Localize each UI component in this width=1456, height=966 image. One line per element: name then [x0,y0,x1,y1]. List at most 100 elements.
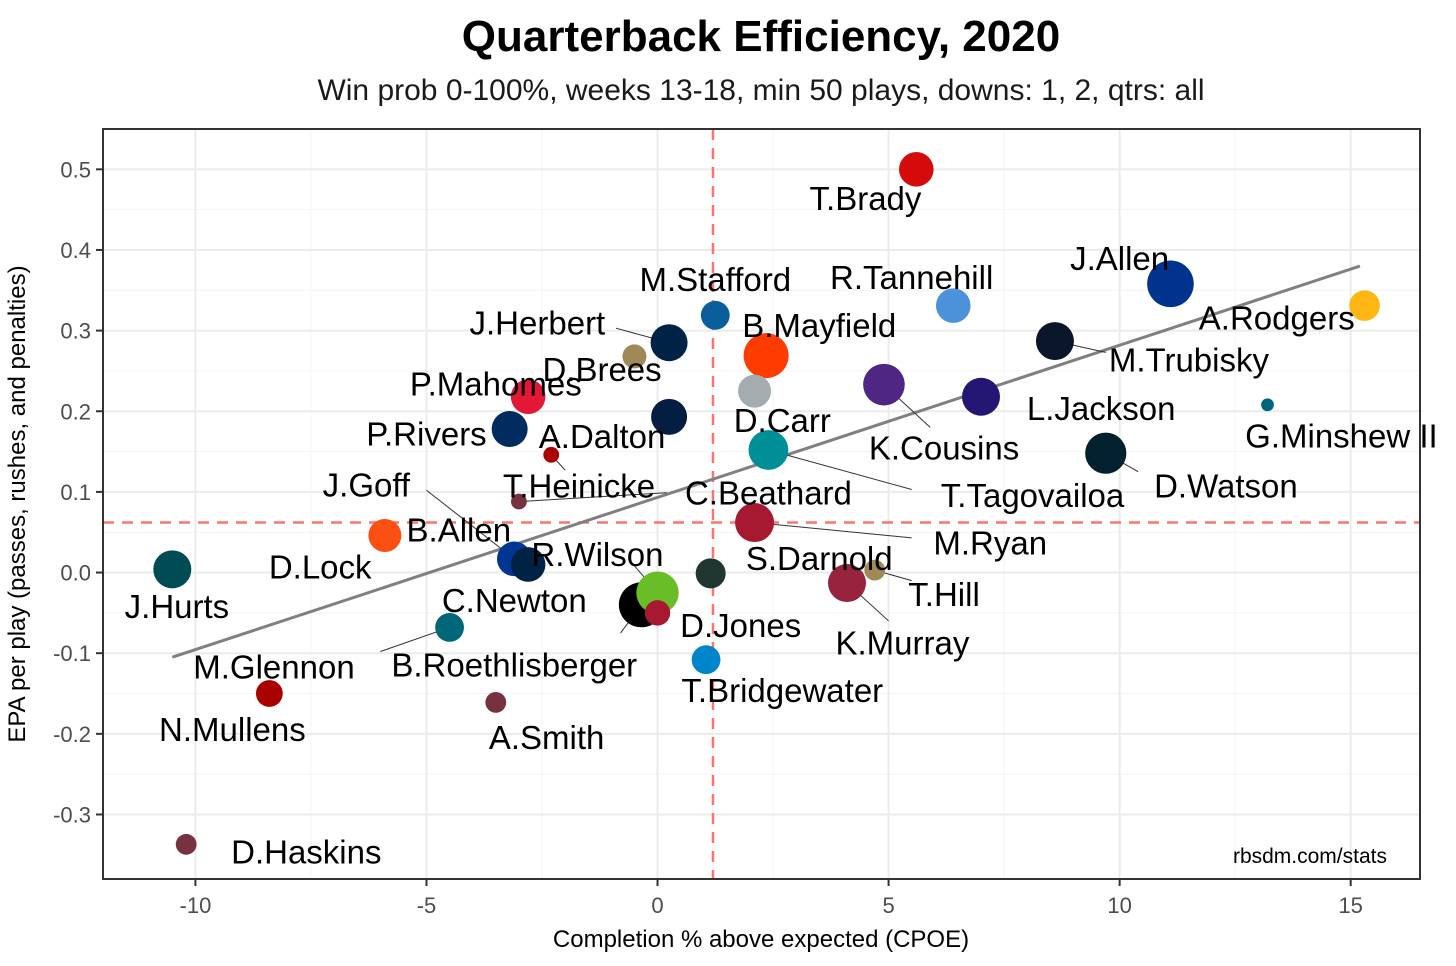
point-label: J.Herbert [470,304,606,341]
point-l-jackson [962,377,1000,416]
point-label: G.Minshew II [1245,417,1438,454]
point-p-mahomes [510,379,546,415]
point-b-mayfield [743,333,789,379]
point-s-darnold [695,558,726,589]
point-a-smith [485,691,507,713]
chart-subtitle: Win prob 0-100%, weeks 13-18, min 50 pla… [317,74,1205,107]
point-r-tannehill [935,288,971,323]
y-tick-label: -0.2 [53,722,91,747]
point-k-murray [827,564,866,603]
point-label: T.Tagovailoa [941,477,1125,514]
point-b-roethlisberger [435,612,464,642]
point-d-haskins [175,833,197,855]
point-label: R.Tannehill [830,259,993,296]
point-label: B.Mayfield [742,307,896,344]
leader-line [754,522,912,539]
point-label: D.Carr [734,402,831,439]
y-tick-label: 0.5 [60,157,91,182]
point-label: J.Hurts [125,588,230,625]
point-p-rivers [491,411,528,447]
x-tick-label: 10 [1107,893,1131,918]
point-label: A.Rodgers [1199,300,1355,337]
y-tick-label: 0.3 [60,319,91,344]
point-a-dalton-marker-tick [543,446,560,463]
point-t-bridgewater [691,645,721,675]
leader-line [768,449,912,490]
point-label: N.Mullens [159,711,306,748]
point-label: K.Murray [836,625,970,662]
point-label: D.Lock [269,549,372,586]
point-r-wilson2 [636,571,679,614]
point-t-tagovailoa [748,430,789,470]
point-label: M.Glennon [193,649,354,686]
point-label: P.Rivers [366,416,486,453]
data-points [153,152,1380,855]
x-tick-label: -5 [417,893,437,918]
reference-lines [103,129,1420,879]
point-label: K.Cousins [869,429,1019,466]
point-r-wilson [510,547,546,582]
y-axis: -0.3 -0.2 -0.1 0.0 0.1 0.2 0.3 0.4 0.5 [53,157,103,827]
plot-background [103,129,1420,879]
point-b-allen [368,518,402,552]
point-m-stafford [700,300,730,330]
point-d-watson [1085,432,1127,474]
x-tick-label: 15 [1338,893,1362,918]
point-labels: T.Brady J.Allen A.Rodgers R.Tannehill M.Staf… [125,180,1438,870]
plot-border [102,128,1421,880]
point-d-jones [644,600,671,626]
chart-title: Quarterback Efficiency, 2020 [461,12,1061,61]
point-label: M.Trubisky [1109,341,1270,378]
point-t-hill [864,559,886,581]
point-g-minshew-ii [1261,398,1274,412]
point-label: A.Smith [489,719,605,756]
point-label: C.Beathard [685,475,852,512]
point-label: A.Dalton [539,418,666,455]
point-label: B.Roethlisberger [391,646,637,683]
leader-line [426,489,515,560]
y-tick-label: 0.2 [60,399,91,424]
x-axis: -10 -5 0 5 10 15 [180,879,1363,918]
point-label: S.Darnold [746,540,893,577]
point-label: D.Jones [680,607,801,644]
point-d-brees [622,344,647,369]
point-label: L.Jackson [1027,390,1176,427]
point-label: D.Haskins [231,833,381,870]
point-n-mullens [255,680,283,707]
point-label: T.Brady [810,180,922,217]
x-tick-label: 0 [651,893,663,918]
point-d-carr [738,374,772,408]
point-label: T.Bridgewater [681,672,883,709]
point-t-brady [899,152,934,187]
y-axis-title: EPA per play (passes, rushes, and penalt… [4,265,31,742]
point-m-trubisky [1035,322,1074,361]
y-tick-label: 0.4 [60,238,91,263]
source-credit: rbsdm.com/stats [1233,845,1387,868]
y-tick-label: 0.0 [60,561,91,586]
point-a-dalton [651,398,688,435]
point-label: M.Ryan [933,525,1047,562]
point-a-rodgers [1349,290,1380,321]
point-label: T.Hill [908,576,980,613]
x-tick-label: 5 [882,893,894,918]
y-tick-label: -0.1 [53,641,91,666]
x-axis-title: Completion % above expected (CPOE) [553,926,969,953]
point-label: D.Brees [542,351,661,388]
point-j-hurts [153,550,192,589]
point-label: C.Newton [442,582,587,619]
point-label: J.Allen [1070,240,1169,277]
point-j-allen [1147,260,1194,308]
point-label: T.Heinicke [503,467,655,504]
point-label: B.Allen [407,512,512,549]
point-m-ryan [735,503,775,543]
y-tick-label: 0.1 [60,480,91,505]
point-j-herbert [650,324,688,362]
point-label: P.Mahomes [410,366,582,403]
point-k-cousins [863,363,905,406]
grid-major [103,129,1420,879]
point-label: R.Wilson [531,536,663,573]
x-tick-label: -10 [180,893,212,918]
leader-line [518,492,667,503]
point-label: M.Stafford [639,261,791,298]
